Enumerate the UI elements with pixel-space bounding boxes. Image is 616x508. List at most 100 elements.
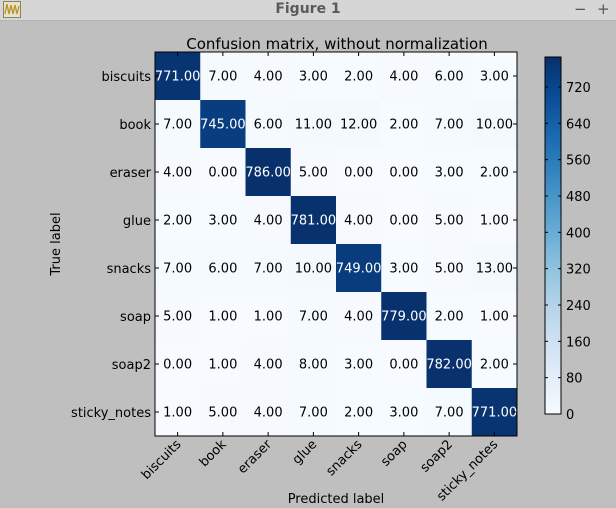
y-tick-label: biscuits <box>101 70 151 85</box>
heatmap-cell <box>200 244 246 293</box>
heatmap-cell <box>426 244 473 293</box>
cell-value-label: 1.00 <box>208 358 237 373</box>
cell-value-label: 3.00 <box>389 262 418 277</box>
confusion-matrix-chart: Confusion matrix, without normalization … <box>49 35 591 507</box>
heatmap-cell <box>155 196 201 245</box>
y-tick-label: soap2 <box>112 358 151 373</box>
cell-value-label: 779.00 <box>381 310 427 325</box>
y-axis-label: True label <box>49 212 64 276</box>
heatmap-cell <box>426 388 473 437</box>
heatmap-cell <box>426 52 473 101</box>
cell-value-label: 6.00 <box>435 70 464 85</box>
heatmap-cell <box>471 148 518 197</box>
cell-value-label: 3.00 <box>208 214 237 229</box>
x-tick-label: eraser <box>235 437 275 477</box>
cell-value-label: 0.00 <box>344 166 373 181</box>
x-tick-label: snacks <box>323 437 365 479</box>
y-tick-label: glue <box>123 214 151 229</box>
cell-value-label: 5.00 <box>435 214 464 229</box>
heatmap-cell <box>381 100 427 149</box>
cell-value-label: 5.00 <box>299 166 328 181</box>
cell-value-label: 5.00 <box>435 262 464 277</box>
cell-value-label: 2.00 <box>435 310 464 325</box>
cell-value-label: 749.00 <box>336 262 382 277</box>
heatmap-cell <box>245 52 292 101</box>
heatmap-cell <box>155 148 201 197</box>
cell-value-label: 7.00 <box>208 70 237 85</box>
cell-value-label: 4.00 <box>254 406 283 421</box>
colorbar-tick-label: 0 <box>566 408 574 423</box>
cell-value-label: 1.00 <box>480 310 509 325</box>
heatmap-cell <box>245 388 292 437</box>
heatmap-cell <box>290 52 337 101</box>
heatmap-cell <box>155 292 201 341</box>
cell-value-label: 3.00 <box>299 70 328 85</box>
colorbar-tick-label: 240 <box>566 299 591 314</box>
heatmap-cell <box>336 100 382 149</box>
heatmap-cell <box>155 100 201 149</box>
cell-value-label: 771.00 <box>472 406 518 421</box>
cell-value-label: 782.00 <box>426 358 472 373</box>
heatmap-cell <box>245 340 292 389</box>
heatmap-cell <box>290 388 337 437</box>
matplotlib-app-icon <box>3 1 21 18</box>
heatmap-cell <box>200 100 246 149</box>
cell-value-label: 7.00 <box>163 118 192 133</box>
cell-value-label: 2.00 <box>389 118 418 133</box>
y-tick-label: book <box>119 118 151 133</box>
cell-value-label: 7.00 <box>299 310 328 325</box>
cell-value-label: 0.00 <box>389 358 418 373</box>
heatmap-cell <box>426 340 473 389</box>
heatmap-cell <box>426 292 473 341</box>
heatmap-cell <box>426 100 473 149</box>
cell-value-label: 0.00 <box>208 166 237 181</box>
cell-value-label: 2.00 <box>344 70 373 85</box>
cell-value-label: 771.00 <box>155 70 201 85</box>
cell-value-label: 7.00 <box>435 406 464 421</box>
cell-value-label: 781.00 <box>291 214 337 229</box>
heatmap-cell <box>200 196 246 245</box>
y-tick-labels: biscuits book eraser glue snacks soap soap2 sti… <box>71 70 152 421</box>
cell-value-label: 7.00 <box>163 262 192 277</box>
figure-canvas: Confusion matrix, without normalization … <box>0 21 616 507</box>
cell-value-label: 0.00 <box>163 358 192 373</box>
heatmap-cell <box>290 292 337 341</box>
cell-value-label: 6.00 <box>254 118 283 133</box>
cell-value-label: 745.00 <box>200 118 246 133</box>
cell-value-label: 0.00 <box>389 166 418 181</box>
x-tick-label: glue <box>290 437 320 467</box>
axis-ticks <box>155 52 517 436</box>
cell-value-label: 1.00 <box>254 310 283 325</box>
cell-value-label: 13.00 <box>476 262 513 277</box>
minimize-button[interactable]: − <box>574 0 587 18</box>
heatmap-cell <box>381 244 427 293</box>
heatmap-cell <box>336 196 382 245</box>
colorbar-tick-label: 560 <box>566 154 591 169</box>
colorbar-ticks: 0 80 160 240 320 400 480 560 640 720 <box>545 81 591 423</box>
y-tick-label: soap <box>120 310 151 325</box>
cell-value-label: 4.00 <box>254 358 283 373</box>
heatmap-cell <box>381 52 427 101</box>
heatmap-cell <box>200 292 246 341</box>
heatmap-cell <box>471 388 518 437</box>
heatmap-cell <box>381 148 427 197</box>
maximize-button[interactable]: + <box>597 0 610 18</box>
heatmap-cell <box>245 148 292 197</box>
heatmap-cell <box>200 52 246 101</box>
cell-value-label: 7.00 <box>254 262 283 277</box>
cell-value-label: 1.00 <box>163 406 192 421</box>
heatmap-cell <box>245 196 292 245</box>
heatmap-cell <box>155 388 201 437</box>
heatmap-cell <box>290 100 337 149</box>
heatmap-cell <box>471 52 518 101</box>
cell-value-label: 10.00 <box>295 262 332 277</box>
heatmap-cell <box>245 292 292 341</box>
heatmap-cell <box>245 100 292 149</box>
heatmap-cell <box>200 388 246 437</box>
x-axis-label: Predicted label <box>288 492 385 504</box>
colorbar-tick-label: 80 <box>566 372 583 387</box>
window-title: Figure 1 <box>275 1 341 17</box>
colorbar-tick-label: 720 <box>566 81 591 96</box>
cell-value-label: 2.00 <box>480 358 509 373</box>
cell-value-label: 786.00 <box>245 166 291 181</box>
